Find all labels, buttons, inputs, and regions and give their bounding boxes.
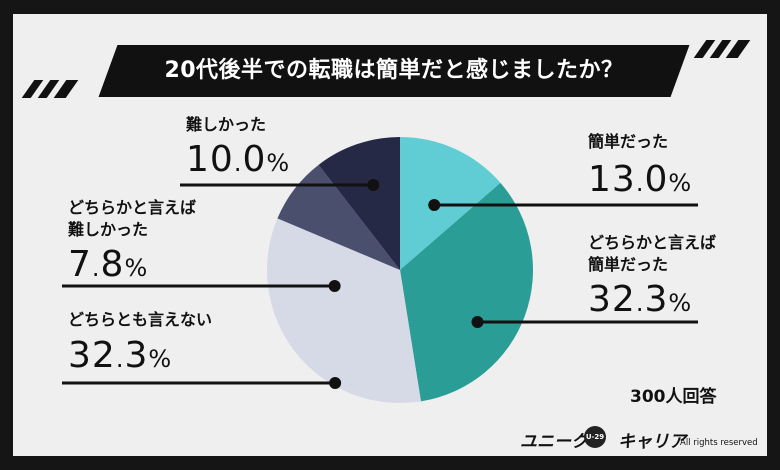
slice-label-yaya-kantan-1: どちらかと言えば	[588, 233, 717, 252]
leader-dot-4	[367, 179, 380, 191]
slice-label-muzukashii: 難しかった	[186, 115, 267, 134]
slice-label-dochiratomo: どちらとも言えない	[68, 310, 213, 329]
chart-title: 20代後半での転職は簡単だと感じましたか？	[164, 58, 624, 83]
brand-logo: ユニーク キャリア	[520, 427, 686, 452]
respondent-count: 300人回答	[630, 387, 717, 407]
pie-slice-3	[277, 164, 400, 270]
leader-dot-2	[329, 377, 342, 389]
pie-slice-4	[318, 137, 400, 270]
slice-label-yaya-muzukashii-2: 難しかった	[68, 220, 149, 239]
leader-dot-0	[428, 199, 441, 211]
slice-value-yaya-muzukashii: 7.8%	[68, 244, 149, 285]
slice-label-yaya-kantan-2: 簡単だった	[588, 255, 669, 274]
leader-dot-3	[328, 280, 341, 292]
pie-slice-1	[400, 182, 533, 402]
pie-slice-2	[267, 218, 421, 403]
slice-value-dochiratomo: 32.3%	[68, 335, 173, 376]
slice-value-muzukashii: 10.0%	[186, 139, 291, 180]
slice-label-yaya-muzukashii-1: どちらかと言えば	[68, 198, 197, 217]
leader-dot-1	[471, 316, 484, 328]
copyright-text: All rights reserved	[680, 438, 758, 448]
slice-value-kantan: 13.0%	[588, 159, 693, 200]
slice-value-yaya-kantan: 32.3%	[588, 279, 693, 320]
slice-label-kantan: 簡単だった	[588, 132, 669, 151]
brand-name-left: ユニーク	[520, 432, 588, 452]
brand-name-right: キャリア	[618, 432, 686, 452]
brand-badge: U-29	[584, 426, 606, 448]
